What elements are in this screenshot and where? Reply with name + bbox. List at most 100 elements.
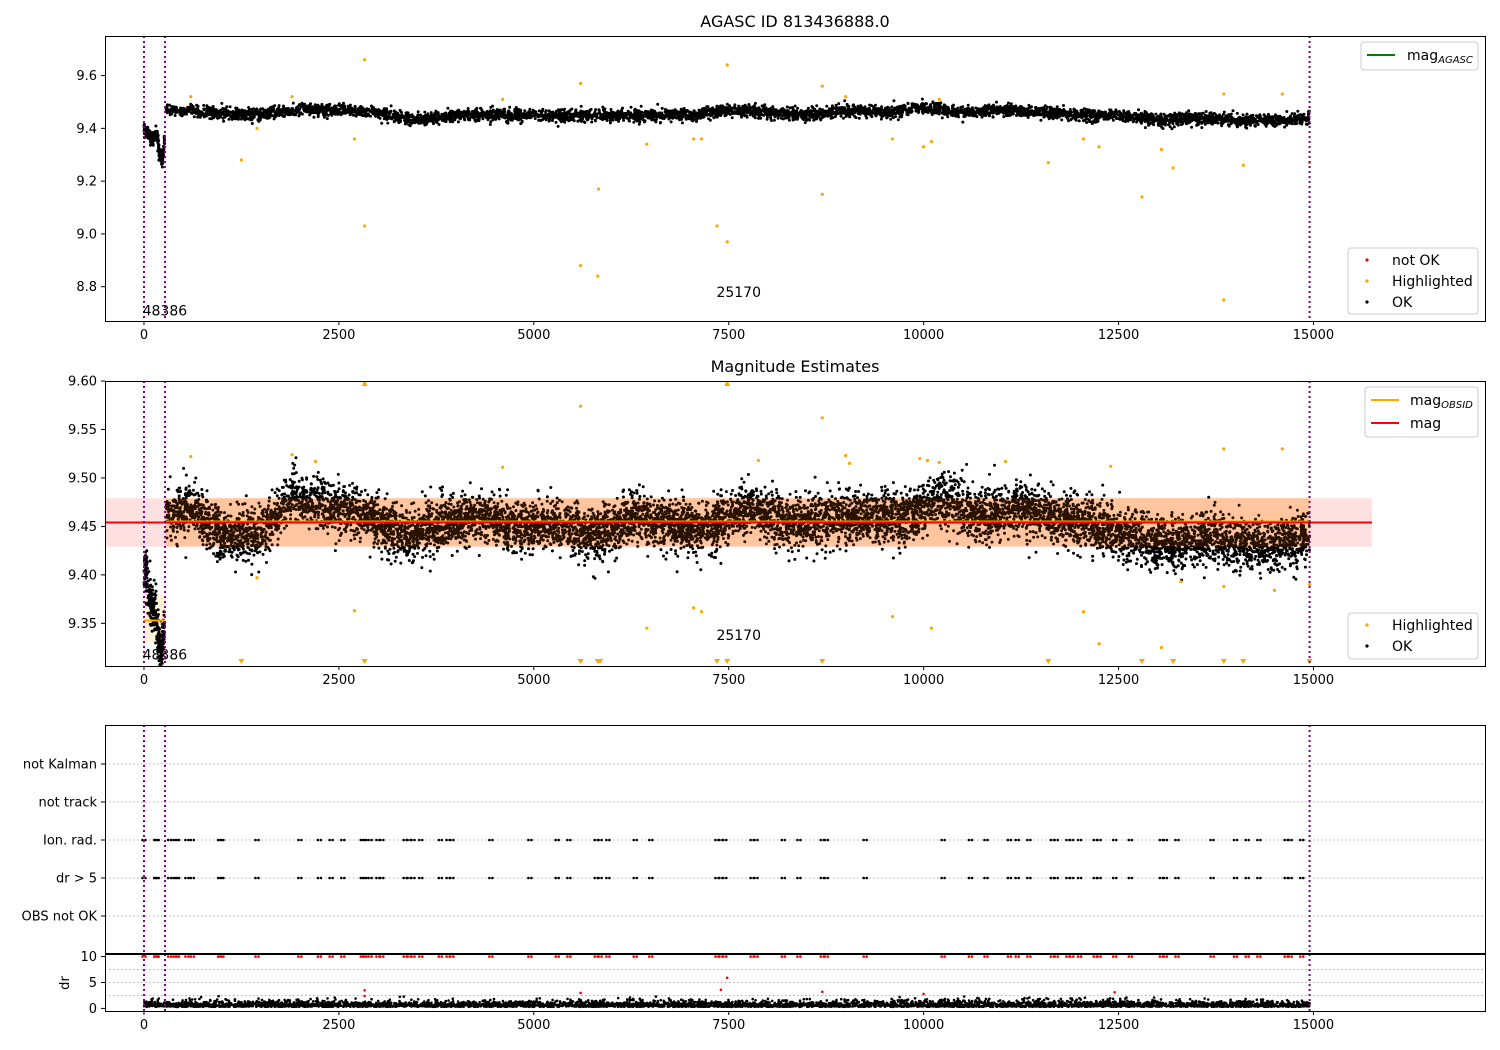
mag-xtick-label: 15000 <box>1293 673 1334 688</box>
mag-ytick-label: 9.40 <box>68 568 97 583</box>
highlighted-point <box>363 58 367 62</box>
legend-label: mag <box>1410 416 1441 432</box>
highlighted-point <box>1097 145 1101 149</box>
highlighted-point <box>844 95 848 99</box>
highlighted-point <box>1222 298 1226 302</box>
highlighted-point <box>847 461 852 465</box>
highlighted-point <box>189 455 193 459</box>
magnitude-legend-bottom: Highlighted OK <box>1347 612 1479 660</box>
highlighted-point <box>1307 582 1312 587</box>
legend-label: OK <box>1392 639 1413 655</box>
ok-points <box>142 97 1311 169</box>
highlighted-point <box>290 453 294 457</box>
obsid-label: 25170 <box>716 285 761 301</box>
highlighted-point <box>352 137 357 141</box>
highlighted-point <box>1097 642 1101 646</box>
dr-ytick-label: 5 <box>89 976 97 991</box>
legend-marker <box>1365 279 1369 283</box>
agasc-xtick-label: 15000 <box>1293 328 1334 343</box>
dr-ytick-label: 0 <box>89 1002 97 1017</box>
mag-xtick-label: 5000 <box>517 673 550 688</box>
clipped-marker <box>577 659 584 664</box>
legend-label: OK <box>1392 295 1413 311</box>
agasc-ytick-label: 9.2 <box>76 175 97 190</box>
mag-ytick-label: 9.35 <box>68 617 97 632</box>
legend-marker <box>1365 258 1369 262</box>
dr-xtick-label: 15000 <box>1293 1018 1334 1033</box>
dr-xtick-label: 5000 <box>517 1018 550 1033</box>
dr-xtick-label: 2500 <box>322 1018 355 1033</box>
highlighted-point <box>929 139 934 144</box>
flag-points <box>141 838 1305 880</box>
agasc-ytick-label: 9.6 <box>76 69 97 84</box>
mag-xtick-label: 7500 <box>712 673 745 688</box>
highlighted-point <box>918 456 922 461</box>
mag-xtick-label: 2500 <box>322 673 355 688</box>
highlighted-point <box>844 454 848 458</box>
agasc-xtick-label: 7500 <box>712 328 745 343</box>
mag-ytick-label: 9.45 <box>68 520 97 535</box>
legend-subscript: AGASC <box>1437 55 1473 66</box>
highlighted-point <box>922 145 926 149</box>
highlighted-point <box>596 187 601 191</box>
flag-row-label: OBS not OK <box>22 910 98 925</box>
agasc-ytick-label: 9.0 <box>76 227 97 242</box>
highlighted-point <box>725 240 729 244</box>
highlighted-point <box>1159 147 1164 152</box>
mag-ytick-label: 9.60 <box>68 375 97 390</box>
legend-marker <box>1365 623 1369 627</box>
clipped-marker <box>1045 659 1052 664</box>
agasc-xtick-label: 5000 <box>517 328 550 343</box>
clipped-marker <box>724 659 731 664</box>
clipped-marker <box>1170 659 1177 664</box>
flag-row-label: not track <box>38 796 97 811</box>
mag-ytick-label: 9.50 <box>68 471 97 486</box>
flags-panel-frame <box>105 725 1486 954</box>
agasc-panel-title: AGASC ID 813436888.0 <box>700 12 889 31</box>
highlighted-point <box>363 224 367 228</box>
dr-panel: 0 2500 5000 7500 10000 12500 15000 0 5 10 dr <box>58 950 1486 1033</box>
mag-ytick-label: 9.55 <box>68 423 97 438</box>
agasc-legend-bottom: not OK Highlighted OK <box>1347 247 1479 315</box>
dr-xtick-label: 10000 <box>903 1018 944 1033</box>
mag-xtick-label: 10000 <box>903 673 944 688</box>
highlighted-point <box>352 609 357 613</box>
ok-points <box>142 456 1312 666</box>
dr-points <box>142 994 1311 1009</box>
highlighted-point <box>578 404 583 408</box>
highlighted-point <box>699 610 704 614</box>
highlighted-point <box>925 458 930 463</box>
highlighted-point <box>1222 584 1226 589</box>
mag-xtick-label: 12500 <box>1098 673 1139 688</box>
legend-label: Highlighted <box>1392 618 1473 634</box>
clipped-marker <box>361 659 368 664</box>
clipped-marker <box>714 659 721 664</box>
highlighted-point <box>937 460 941 465</box>
highlighted-point <box>313 459 318 464</box>
magnitude-panel-frame <box>105 381 1486 667</box>
dr-axis-label: dr <box>58 976 73 990</box>
mag-xtick-label: 0 <box>140 673 148 688</box>
highlighted-point <box>692 606 696 610</box>
clipped-marker <box>238 659 245 664</box>
legend-marker <box>1365 644 1369 648</box>
highlighted-point <box>1140 195 1144 199</box>
agasc-panel-frame <box>105 36 1486 322</box>
highlighted-point <box>1003 459 1008 464</box>
clipped-marker <box>724 381 731 386</box>
agasc-top-legend-box <box>1360 41 1479 71</box>
legend-marker <box>1365 300 1369 304</box>
highlighted-point <box>715 224 719 228</box>
agasc-xtick-label: 2500 <box>322 328 355 343</box>
agasc-panel: AGASC ID 813436888.0 48386 25170 0 2500 500… <box>76 12 1486 343</box>
highlighted-point <box>1081 137 1086 141</box>
obsid-label: 48386 <box>143 303 188 319</box>
highlighted-point <box>1222 447 1226 451</box>
highlighted-point <box>255 576 259 580</box>
highlighted-point <box>1280 92 1284 96</box>
clipped-marker <box>1138 659 1145 664</box>
clipped-marker <box>819 659 826 664</box>
dr-xtick-label: 7500 <box>712 1018 745 1033</box>
